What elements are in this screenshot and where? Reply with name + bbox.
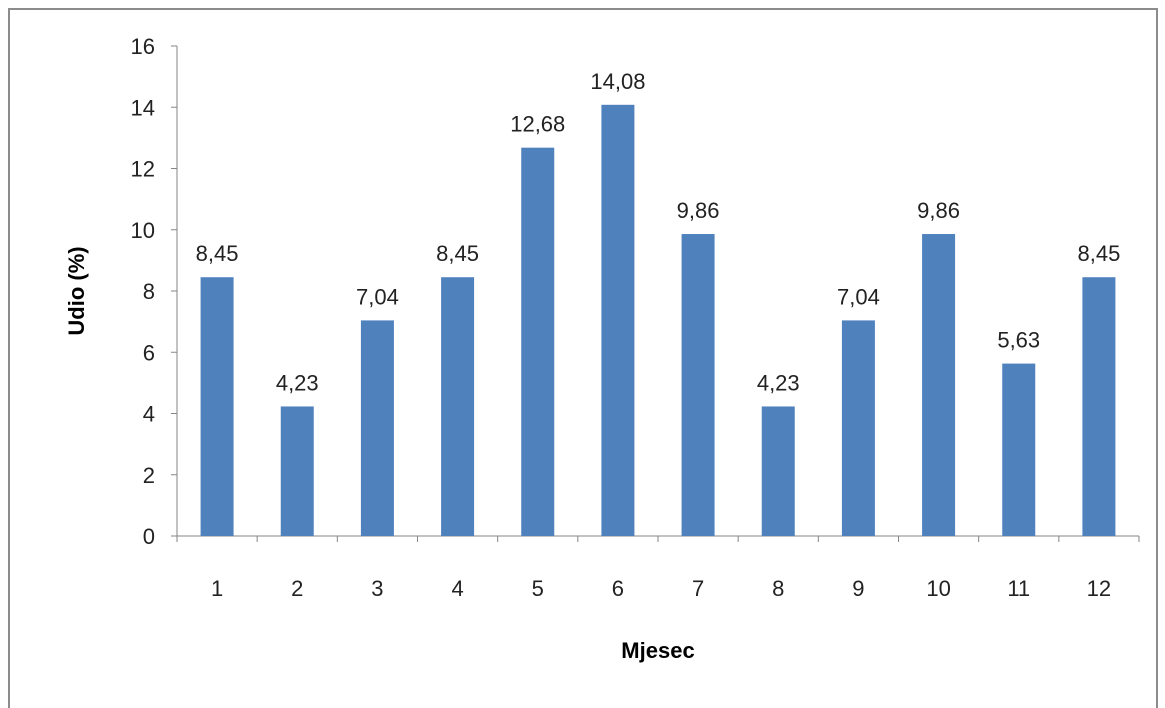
data-label: 9,86 [677, 198, 720, 223]
data-label: 8,45 [436, 241, 479, 266]
data-labels: 8,45 4,23 7,04 8,45 12,68 14,08 9,86 4,23 7,04 9,… [196, 69, 1121, 396]
y-tick-label: 6 [143, 340, 155, 365]
bar [441, 277, 475, 536]
data-label: 4,23 [757, 370, 800, 395]
x-tick-label: 8 [772, 576, 784, 601]
x-tick-label: 9 [852, 576, 864, 601]
y-tick-label: 2 [143, 463, 155, 488]
bar [200, 277, 234, 536]
data-label: 12,68 [510, 112, 565, 137]
bar [1002, 363, 1036, 536]
data-label: 8,45 [1078, 241, 1121, 266]
x-tick-label: 10 [926, 576, 950, 601]
x-tick-label: 2 [291, 576, 303, 601]
y-tick-label: 14 [131, 95, 155, 120]
bar-series [200, 104, 1116, 537]
x-tick-label: 11 [1007, 576, 1030, 601]
y-tick-label: 4 [143, 402, 155, 427]
data-label: 14,08 [590, 69, 645, 94]
x-tick-label: 4 [451, 576, 463, 601]
bar [360, 320, 394, 536]
y-tick-label: 16 [131, 34, 155, 59]
y-tick-label: 10 [131, 218, 155, 243]
y-tick-label: 0 [143, 524, 155, 549]
y-axis: 0 2 4 6 8 10 12 14 16 [131, 34, 178, 549]
x-axis-title: Mjesec [621, 638, 694, 663]
x-tick-label: 7 [692, 576, 704, 601]
chart-frame [8, 8, 1158, 708]
bar [681, 234, 715, 536]
x-tick-label: 5 [532, 576, 544, 601]
x-tick-label: 3 [371, 576, 383, 601]
bar [521, 147, 555, 537]
data-label: 5,63 [997, 328, 1040, 353]
bar [841, 320, 875, 536]
bar [280, 406, 314, 536]
y-tick-label: 12 [131, 157, 155, 182]
x-tick-label: 12 [1087, 576, 1111, 601]
x-tick-label: 6 [612, 576, 624, 601]
data-label: 4,23 [276, 370, 319, 395]
bar [1082, 277, 1116, 536]
x-tick-label: 1 [211, 576, 223, 601]
y-axis-title: Udio (%) [64, 246, 89, 335]
x-axis: 1 2 3 4 5 6 7 8 9 10 11 12 [176, 535, 1140, 601]
bar [601, 104, 635, 537]
y-tick-label: 8 [143, 279, 155, 304]
data-label: 7,04 [356, 284, 399, 309]
bar [922, 234, 956, 536]
data-label: 8,45 [196, 241, 239, 266]
bar [761, 406, 795, 536]
data-label: 7,04 [837, 284, 880, 309]
data-label: 9,86 [917, 198, 960, 223]
